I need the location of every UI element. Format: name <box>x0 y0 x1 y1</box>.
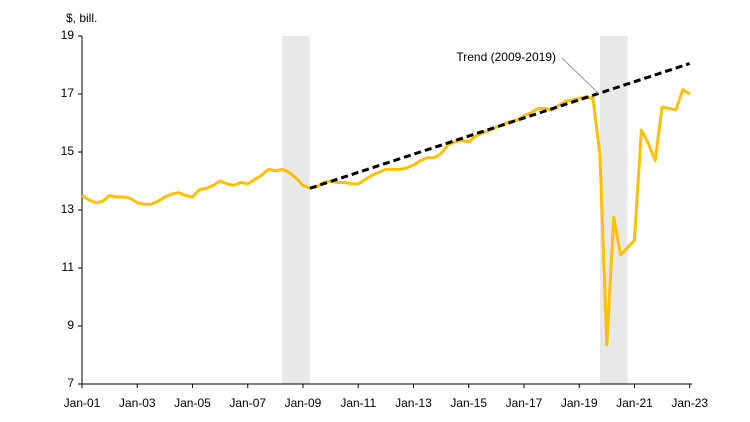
y-axis-label: $, bill. <box>66 11 97 25</box>
x-tick-label: Jan-01 <box>64 396 101 410</box>
y-tick-label: 17 <box>61 86 75 100</box>
x-tick-label: Jan-15 <box>450 396 487 410</box>
y-tick-label: 19 <box>61 28 75 42</box>
data-line <box>81 88 691 347</box>
x-tick-label: Jan-21 <box>616 396 653 410</box>
y-tick-label: 13 <box>61 202 75 216</box>
x-tick-label: Jan-05 <box>174 396 211 410</box>
trend-line <box>309 62 691 190</box>
x-tick-label: Jan-17 <box>506 396 543 410</box>
y-tick-label: 9 <box>67 318 74 332</box>
x-tick-label: Jan-11 <box>340 396 376 410</box>
annotation: Trend (2009-2019) <box>456 50 556 64</box>
y-tick-label: 15 <box>61 144 75 158</box>
x-tick-label: Jan-03 <box>119 396 156 410</box>
annotation-leader <box>561 57 599 94</box>
y-tick-label: 7 <box>67 376 74 390</box>
x-tick-label: Jan-07 <box>229 396 266 410</box>
x-tick-label: Jan-09 <box>285 396 322 410</box>
shaded-period <box>282 36 310 384</box>
y-tick-label: 11 <box>62 260 75 274</box>
shading <box>282 36 628 384</box>
x-tick-label: Jan-19 <box>561 396 598 410</box>
shaded-period <box>599 36 628 384</box>
x-tick-label: Jan-23 <box>671 396 708 410</box>
x-tick-label: Jan-13 <box>395 396 432 410</box>
